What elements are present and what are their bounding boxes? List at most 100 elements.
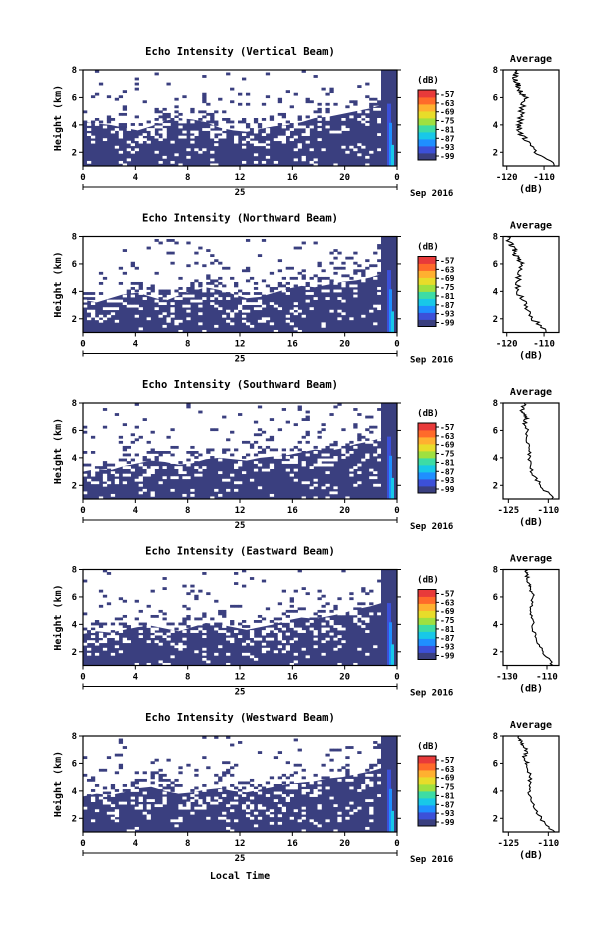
echo-gap xyxy=(305,130,310,134)
echo-gap xyxy=(325,471,330,475)
average-y-tick-label: 6 xyxy=(493,426,498,436)
echo-patch xyxy=(377,408,382,411)
echo-gap xyxy=(245,309,251,313)
echo-patch xyxy=(369,425,374,429)
echo-gap xyxy=(297,819,302,823)
y-tick-label: 6 xyxy=(72,593,77,603)
echo-patch xyxy=(190,107,195,111)
echo-gap xyxy=(273,650,279,654)
echo-gap xyxy=(281,135,287,139)
echo-patch xyxy=(230,766,235,770)
echo-gap xyxy=(361,784,366,787)
echo-gap xyxy=(241,302,247,306)
echo-gap xyxy=(349,473,354,477)
echo-gap xyxy=(214,143,219,147)
echo-gap xyxy=(234,481,239,485)
echo-gap xyxy=(349,612,354,616)
echo-gap xyxy=(305,481,310,485)
echo-gap xyxy=(186,804,191,808)
x-tick-label: 0 xyxy=(394,340,399,350)
y-tick-label: 8 xyxy=(72,66,77,76)
echo-patch xyxy=(214,279,219,283)
y-tick-label: 2 xyxy=(72,814,77,824)
echo-patch xyxy=(142,100,147,104)
echo-patch xyxy=(106,115,112,119)
echo-gap xyxy=(142,466,147,469)
echo-gap xyxy=(166,637,171,641)
echo-gap xyxy=(138,476,143,480)
echo-patch xyxy=(158,778,163,782)
echo-gap xyxy=(230,801,235,805)
echo-gap xyxy=(198,299,203,303)
echo-gap xyxy=(146,662,151,666)
echo-patch xyxy=(186,617,191,621)
echo-gap xyxy=(329,458,334,462)
average-profile-line xyxy=(519,402,554,500)
echo-gap xyxy=(150,627,155,631)
echo-patch xyxy=(230,773,235,777)
echo-patch xyxy=(130,784,135,787)
echo-gap xyxy=(249,635,255,639)
echo-gap xyxy=(126,140,131,144)
echo-patch xyxy=(166,239,171,242)
echo-gap xyxy=(106,811,112,815)
colorbar-unit: (dB) xyxy=(417,76,439,86)
echo-patch xyxy=(289,597,294,601)
echo-gap xyxy=(249,140,255,144)
echo-gap xyxy=(293,307,298,311)
echo-gap xyxy=(265,468,271,472)
echo-gap xyxy=(257,319,263,323)
echo-gap xyxy=(349,811,354,815)
echo-gap xyxy=(226,632,231,636)
echo-gap xyxy=(158,302,163,306)
colorbar-tick-label: -99 xyxy=(440,152,455,161)
echo-gap xyxy=(98,319,104,323)
echo-patch xyxy=(249,276,255,280)
echo-gap xyxy=(190,140,195,144)
echo-patch xyxy=(118,125,124,129)
echo-gap xyxy=(357,471,362,475)
echo-gap xyxy=(194,299,199,303)
echo-gap xyxy=(142,297,147,300)
echo-gap xyxy=(301,158,306,162)
echo-gap xyxy=(142,791,147,795)
echo-gap xyxy=(146,471,151,475)
echo-gap xyxy=(102,794,108,797)
echo-gap xyxy=(126,829,131,833)
echo-gap xyxy=(110,804,116,808)
echo-gap xyxy=(90,640,96,644)
echo-patch xyxy=(365,259,370,263)
echo-patch xyxy=(261,118,267,121)
colorbar-cell xyxy=(418,610,436,618)
echo-gap xyxy=(269,627,275,631)
x-tick-label: 4 xyxy=(133,839,139,849)
echo-gap xyxy=(166,319,171,323)
echo-gap xyxy=(305,655,310,659)
echo-gap xyxy=(357,806,362,810)
echo-patch xyxy=(174,241,179,245)
echo-gap xyxy=(226,297,231,300)
echo-gap xyxy=(214,304,219,308)
echo-gap xyxy=(273,791,279,795)
echo-patch xyxy=(154,614,159,618)
colorbar-unit: (dB) xyxy=(417,243,439,253)
echo-patch xyxy=(102,791,108,795)
echo-gap xyxy=(222,478,227,482)
echo-patch xyxy=(150,451,155,454)
echo-patch xyxy=(329,90,334,94)
echo-gap xyxy=(110,794,116,797)
echo-gap xyxy=(106,801,112,805)
echo-gap xyxy=(273,456,279,459)
echo-gap xyxy=(142,811,147,815)
rain-column-core xyxy=(389,122,392,166)
echo-gap xyxy=(182,645,187,649)
echo-patch xyxy=(369,97,374,101)
echo-gap xyxy=(313,630,318,633)
echo-patch xyxy=(134,403,139,406)
echo-gap xyxy=(90,481,96,485)
echo-gap xyxy=(349,451,354,454)
echo-patch xyxy=(98,281,104,285)
echo-gap xyxy=(178,819,183,823)
echo-patch xyxy=(277,751,283,754)
echo-gap xyxy=(377,773,382,777)
